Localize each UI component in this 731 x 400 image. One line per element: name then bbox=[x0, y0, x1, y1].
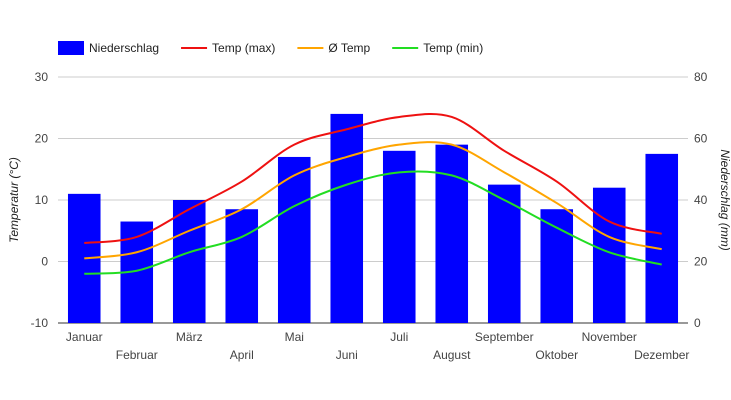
x-tick-label: September bbox=[475, 330, 534, 344]
legend-label: Ø Temp bbox=[328, 41, 370, 55]
legend-item-temp-min: Temp (min) bbox=[392, 41, 483, 55]
x-tick-label: Juli bbox=[390, 330, 408, 344]
x-tick-label: Oktober bbox=[535, 348, 578, 362]
legend-item-avg-temp: Ø Temp bbox=[297, 41, 371, 55]
temperature-lines bbox=[84, 112, 662, 275]
precipitation-bar-juni bbox=[330, 113, 364, 324]
left-tick-label: 0 bbox=[41, 255, 48, 269]
precipitation-bar-juli bbox=[382, 150, 416, 323]
left-tick-label: -10 bbox=[31, 316, 49, 330]
right-tick-label: 40 bbox=[694, 193, 708, 207]
left-axis-title: Temperatur (°C) bbox=[7, 157, 21, 243]
right-axis-title: Niederschlag (mm) bbox=[718, 149, 731, 250]
x-tick-label: November bbox=[582, 330, 637, 344]
legend-item-niederschlag: Niederschlag bbox=[58, 41, 159, 55]
x-tick-label: Juni bbox=[336, 348, 358, 362]
legend-item-temp-max: Temp (max) bbox=[181, 41, 275, 55]
legend-label: Niederschlag bbox=[89, 41, 159, 55]
x-tick-label: Januar bbox=[66, 330, 103, 344]
x-tick-label: Dezember bbox=[634, 348, 689, 362]
line-temp-max bbox=[84, 112, 662, 245]
precipitation-bar-m-rz bbox=[172, 200, 206, 323]
left-tick-label: 10 bbox=[35, 193, 49, 207]
legend-swatch bbox=[58, 41, 84, 55]
legend-label: Temp (min) bbox=[423, 41, 483, 55]
precipitation-bar-mai bbox=[277, 156, 311, 323]
right-tick-label: 20 bbox=[694, 255, 708, 269]
right-tick-label: 0 bbox=[694, 316, 701, 330]
precipitation-bars bbox=[67, 113, 679, 324]
x-tick-label: Februar bbox=[116, 348, 158, 362]
left-axis-ticks: -10 0 10 20 30 bbox=[31, 70, 49, 330]
x-tick-label: Mai bbox=[285, 330, 304, 344]
precipitation-bar-august bbox=[435, 144, 469, 323]
left-tick-label: 30 bbox=[35, 70, 49, 84]
precipitation-bar-april bbox=[225, 209, 259, 323]
line-temp-min bbox=[84, 170, 662, 275]
precipitation-bar-september bbox=[487, 184, 521, 323]
right-tick-label: 60 bbox=[694, 132, 708, 146]
right-axis-ticks: 0 20 40 60 80 bbox=[694, 70, 708, 330]
x-axis-ticks: Januar Februar März April Mai Juni Juli August S… bbox=[66, 330, 690, 362]
x-tick-label: März bbox=[176, 330, 203, 344]
precipitation-bar-oktober bbox=[540, 209, 574, 323]
line-avg-temp bbox=[84, 141, 662, 260]
left-tick-label: 20 bbox=[35, 132, 49, 146]
legend: Niederschlag Temp (max) Ø Temp Temp (min) bbox=[58, 41, 483, 55]
right-tick-label: 80 bbox=[694, 70, 708, 84]
precipitation-bar-dezember bbox=[645, 153, 679, 323]
x-tick-label: April bbox=[230, 348, 254, 362]
x-tick-label: August bbox=[433, 348, 471, 362]
legend-label: Temp (max) bbox=[212, 41, 275, 55]
